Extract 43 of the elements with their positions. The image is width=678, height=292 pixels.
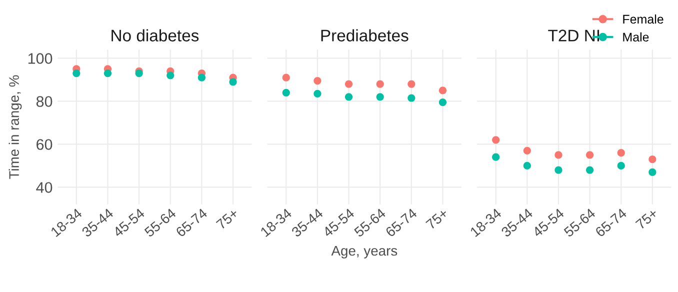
point <box>314 77 322 85</box>
point <box>648 155 656 164</box>
point <box>438 98 447 106</box>
legend-label: Male <box>623 32 649 42</box>
point <box>617 149 625 157</box>
point <box>135 69 143 78</box>
point <box>586 151 594 159</box>
point <box>376 93 384 101</box>
x-axis-title: Age, years <box>331 246 398 258</box>
point <box>198 74 206 82</box>
point <box>376 80 384 88</box>
point <box>408 80 416 88</box>
point <box>523 146 531 154</box>
point <box>554 151 562 159</box>
y-tick-label: 80 <box>36 96 52 107</box>
point <box>229 78 237 86</box>
chart-title: Prediabetes <box>321 29 408 42</box>
point <box>648 168 656 176</box>
point <box>438 86 447 94</box>
point <box>166 72 174 80</box>
y-axis-title: Time in range, % <box>8 75 22 179</box>
point <box>586 166 594 174</box>
point <box>344 93 353 101</box>
point <box>408 94 416 102</box>
x-tick-label: 75+ <box>635 208 658 230</box>
y-tick-label: 60 <box>36 139 52 150</box>
y-tick-label: 100 <box>28 53 52 64</box>
point <box>523 162 531 170</box>
chart-title: No diabetes <box>112 29 199 42</box>
point <box>617 162 625 170</box>
point <box>344 80 353 88</box>
point <box>314 90 322 98</box>
point <box>282 74 290 82</box>
point <box>282 88 290 96</box>
point <box>72 69 80 78</box>
point <box>554 166 562 174</box>
point <box>492 136 500 144</box>
point <box>492 153 500 161</box>
point <box>104 69 112 78</box>
x-tick-label: 75+ <box>216 208 240 230</box>
legend-label: Female <box>623 14 664 24</box>
x-tick-label: 75+ <box>426 208 449 230</box>
y-tick-label: 40 <box>36 182 52 193</box>
